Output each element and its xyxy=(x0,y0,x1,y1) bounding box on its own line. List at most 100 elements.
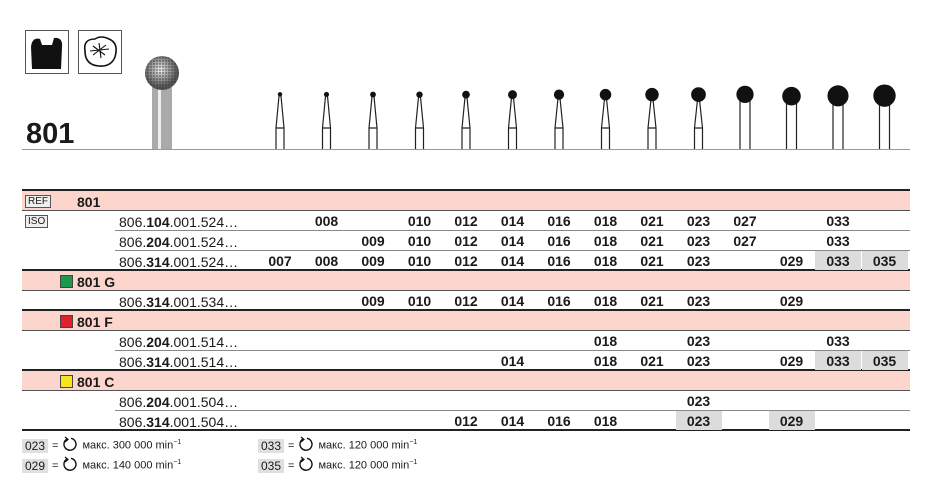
legend-speed: макс. 120 000 min−1 xyxy=(318,439,417,452)
size-cell[interactable]: 016 xyxy=(547,413,571,429)
size-cell[interactable]: 018 xyxy=(593,213,618,229)
size-cell[interactable]: 014 xyxy=(500,213,525,229)
crown-prep-icon xyxy=(25,30,69,74)
bur-drawings xyxy=(145,56,896,150)
size-cell[interactable]: 012 xyxy=(454,233,478,249)
size-cell[interactable]: 021 xyxy=(640,213,664,229)
article-suffix: .001.504… xyxy=(169,394,239,410)
bur-007 xyxy=(275,92,285,150)
baseline-divider xyxy=(22,149,910,150)
group-header-row: 801 G xyxy=(22,271,910,291)
size-cell[interactable]: 018 xyxy=(593,293,618,309)
article-prefix: 806. xyxy=(119,294,147,310)
article-prefix: 806. xyxy=(119,394,147,410)
size-cell[interactable]: 012 xyxy=(454,293,478,309)
size-cell[interactable]: 010 xyxy=(407,213,432,229)
size-cell[interactable]: 012 xyxy=(454,213,478,229)
size-cell[interactable]: 033 xyxy=(826,333,850,349)
size-cell[interactable]: 018 xyxy=(593,353,618,369)
article-prefix: 806. xyxy=(119,414,147,430)
size-cell[interactable]: 014 xyxy=(500,253,525,269)
article-number: 806.104.001.524… xyxy=(119,214,238,230)
table-row: 806.314.001.534… 009 010 012 014 016 018 021 023… xyxy=(22,291,910,311)
legend-equals: = xyxy=(288,439,295,452)
size-cell[interactable]: 033 xyxy=(826,213,850,229)
legend-text: макс. 140 000 min xyxy=(82,459,174,472)
size-cell[interactable]: 012 xyxy=(454,253,478,269)
size-cell[interactable]: 016 xyxy=(547,293,571,309)
article-number: 806.314.001.534… xyxy=(119,294,238,310)
article-shank-code: 104 xyxy=(146,214,170,230)
size-cell[interactable]: 029 xyxy=(768,411,815,430)
article-suffix: .001.534… xyxy=(169,294,239,310)
iso-label: ISO xyxy=(25,215,49,228)
size-cell[interactable]: 016 xyxy=(547,233,571,249)
size-cell[interactable]: 008 xyxy=(314,253,339,269)
size-cell[interactable]: 023 xyxy=(686,293,711,309)
size-cell[interactable]: 033 xyxy=(815,251,861,270)
legend-speed: макс. 120 000 min−1 xyxy=(318,459,417,472)
size-cell[interactable]: 018 xyxy=(593,413,618,429)
rotation-icon xyxy=(298,456,314,475)
size-table: REF 801 ISO 806.104.001.524… 008 010 012 014 016… xyxy=(22,189,910,431)
size-cell[interactable]: 010 xyxy=(407,233,432,249)
size-cell[interactable]: 023 xyxy=(686,213,711,229)
size-cell[interactable]: 029 xyxy=(779,253,804,269)
size-cell[interactable]: 014 xyxy=(500,353,525,369)
size-cell[interactable]: 023 xyxy=(686,253,711,269)
legend-item: 029 = макс. 140 000 min−1 xyxy=(22,456,181,475)
legend-equals: = xyxy=(52,439,59,452)
size-cell[interactable]: 008 xyxy=(314,213,339,229)
occlusal-cavity-icon xyxy=(78,30,122,74)
bur-014 xyxy=(507,90,518,150)
size-cell[interactable]: 029 xyxy=(779,353,804,369)
size-cell[interactable]: 027 xyxy=(733,233,757,249)
size-cell[interactable]: 016 xyxy=(547,213,571,229)
size-cell[interactable]: 027 xyxy=(733,213,757,229)
size-cell[interactable]: 035 xyxy=(861,251,908,270)
size-cell[interactable]: 018 xyxy=(593,253,618,269)
size-cell[interactable]: 035 xyxy=(861,351,908,370)
size-cell[interactable]: 023 xyxy=(686,233,711,249)
size-cell[interactable]: 016 xyxy=(547,253,571,269)
size-cell[interactable]: 021 xyxy=(640,353,664,369)
group-name: 801 xyxy=(77,194,101,210)
legend-text: макс. 120 000 min xyxy=(318,459,410,472)
group-name: 801 G xyxy=(77,274,116,290)
group-header-row: 801 F xyxy=(22,311,910,331)
legend-code: 029 xyxy=(22,458,49,473)
size-cell[interactable]: 010 xyxy=(407,293,432,309)
bur-018 xyxy=(599,88,612,150)
size-cell[interactable]: 021 xyxy=(640,253,664,269)
legend-text: макс. 300 000 min xyxy=(82,439,174,452)
bur-012 xyxy=(461,90,471,150)
size-cell[interactable]: 012 xyxy=(454,413,478,429)
size-cell[interactable]: 021 xyxy=(640,233,664,249)
size-cell[interactable]: 021 xyxy=(640,293,664,309)
size-cell[interactable]: 010 xyxy=(407,253,432,269)
size-cell[interactable]: 014 xyxy=(500,293,525,309)
size-cell[interactable]: 014 xyxy=(500,233,525,249)
legend-item: 023 = макс. 300 000 min−1 xyxy=(22,436,181,455)
product-number: 801 xyxy=(26,118,75,150)
size-cell[interactable]: 033 xyxy=(815,351,861,370)
size-cell[interactable]: 023 xyxy=(675,411,722,430)
size-cell[interactable]: 009 xyxy=(361,233,385,249)
article-suffix: .001.524… xyxy=(169,214,239,230)
size-cell[interactable]: 029 xyxy=(779,293,804,309)
size-cell[interactable]: 033 xyxy=(826,233,850,249)
legend-unit-exponent: −1 xyxy=(173,439,182,447)
size-cell[interactable]: 023 xyxy=(686,353,711,369)
size-cell[interactable]: 023 xyxy=(686,333,711,349)
bur-010 xyxy=(414,91,425,150)
article-prefix: 806. xyxy=(119,334,147,350)
size-cell[interactable]: 014 xyxy=(500,413,525,429)
size-cell[interactable]: 007 xyxy=(268,253,292,269)
size-cell[interactable]: 018 xyxy=(593,233,618,249)
size-cell[interactable]: 009 xyxy=(361,293,385,309)
size-cell[interactable]: 009 xyxy=(361,253,385,269)
grit-color-swatch xyxy=(60,375,73,388)
size-cell[interactable]: 023 xyxy=(686,393,711,409)
size-cell[interactable]: 018 xyxy=(593,333,618,349)
